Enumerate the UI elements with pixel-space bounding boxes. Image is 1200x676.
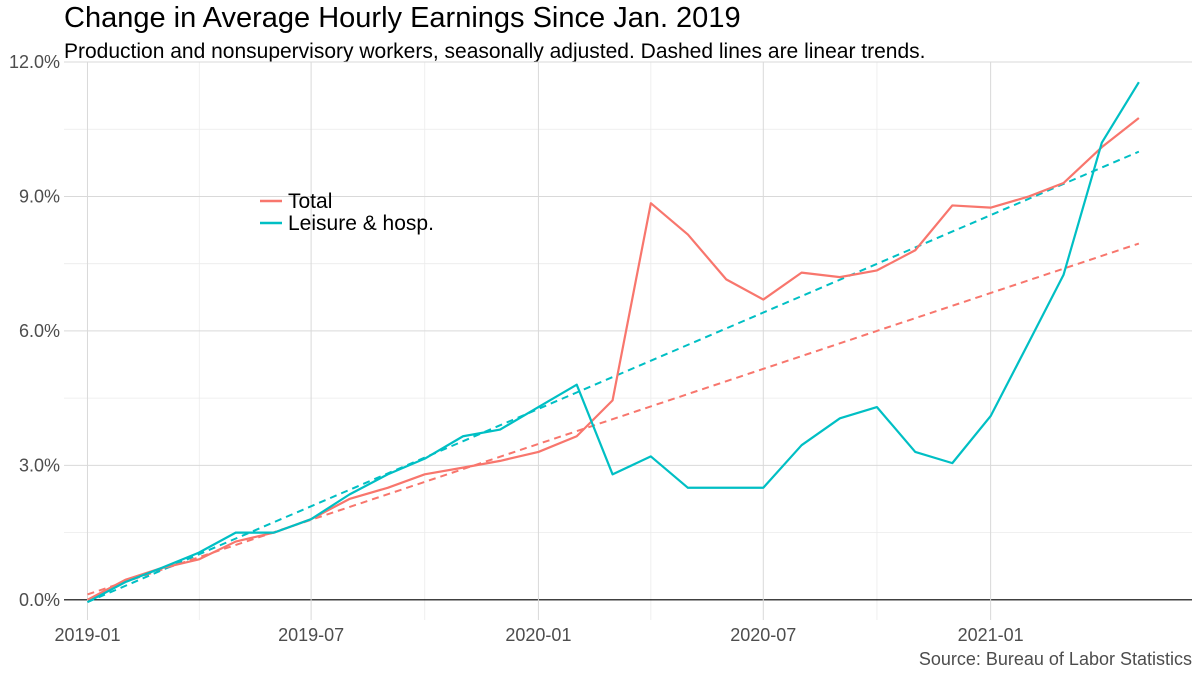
y-tick-label: 6.0% [19,321,60,341]
x-tick-label: 2019-07 [278,625,344,645]
y-tick-label: 9.0% [19,186,60,206]
grid-lines [64,61,1192,620]
x-axis: 2019-01 2019-07 2020-01 2020-07 2021-01 [54,625,1023,645]
legend-label-total: Total [288,190,332,213]
series-line [86,81,1140,604]
x-tick-label: 2021-01 [958,625,1024,645]
source-caption: Source: Bureau of Labor Statistics [918,649,1192,669]
y-tick-label: 12.0% [9,52,60,72]
x-tick-label: 2020-07 [730,625,796,645]
legend-label-leisure: Leisure & hosp. [288,212,434,235]
legend: Total Leisure & hosp. [260,190,434,235]
trend-line [87,242,1140,596]
chart-title: Change in Average Hourly Earnings Since … [64,2,741,34]
x-tick-label: 2019-01 [54,625,120,645]
series-lines [86,81,1140,604]
series-line [86,117,1140,601]
y-tick-label: 3.0% [19,455,60,475]
trend-lines [87,150,1140,603]
x-tick-label: 2020-01 [505,625,571,645]
trend-line [87,150,1140,603]
chart-subtitle: Production and nonsupervisory workers, s… [64,40,926,63]
y-axis: 0.0% 3.0% 6.0% 9.0% 12.0% [9,52,60,610]
y-tick-label: 0.0% [19,590,60,610]
